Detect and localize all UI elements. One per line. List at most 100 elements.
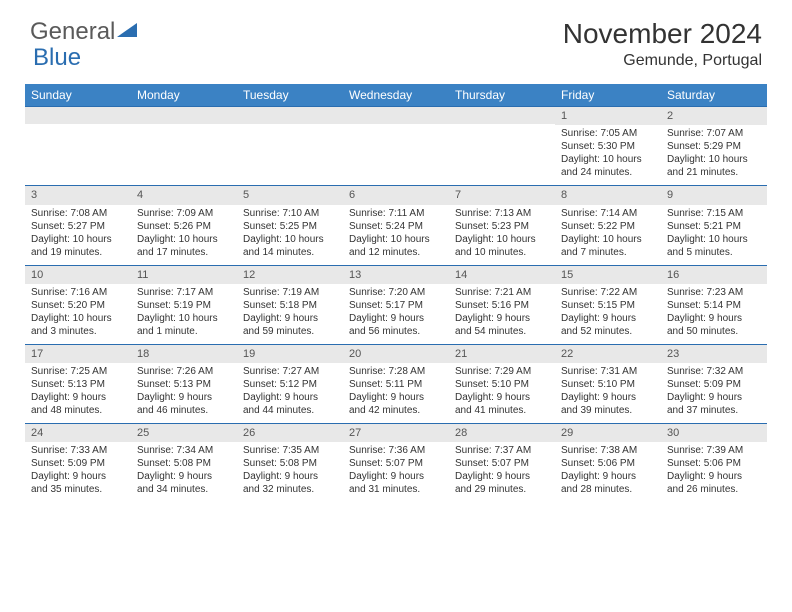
day-number: 24 [25,424,131,442]
day-number: 12 [237,266,343,284]
sunrise-text: Sunrise: 7:14 AM [561,207,655,220]
daylight-text: Daylight: 9 hours and 59 minutes. [243,312,337,338]
calendar-day-cell: 6Sunrise: 7:11 AMSunset: 5:24 PMDaylight… [343,186,449,265]
sunrise-text: Sunrise: 7:13 AM [455,207,549,220]
calendar-day-cell: 24Sunrise: 7:33 AMSunset: 5:09 PMDayligh… [25,424,131,503]
day-body: Sunrise: 7:15 AMSunset: 5:21 PMDaylight:… [661,205,767,265]
daylight-text: Daylight: 9 hours and 50 minutes. [667,312,761,338]
day-number [131,107,237,124]
daylight-text: Daylight: 10 hours and 24 minutes. [561,153,655,179]
calendar-day-cell: 20Sunrise: 7:28 AMSunset: 5:11 PMDayligh… [343,344,449,423]
calendar-day-cell: 28Sunrise: 7:37 AMSunset: 5:07 PMDayligh… [449,424,555,503]
day-body [237,124,343,182]
day-body: Sunrise: 7:26 AMSunset: 5:13 PMDaylight:… [131,363,237,423]
day-number: 21 [449,345,555,363]
weekday-header: Saturday [661,84,767,107]
calendar-week-row: 3Sunrise: 7:08 AMSunset: 5:27 PMDaylight… [25,186,767,265]
calendar-table: SundayMondayTuesdayWednesdayThursdayFrid… [25,84,767,502]
sunset-text: Sunset: 5:17 PM [349,299,443,312]
sunset-text: Sunset: 5:07 PM [455,457,549,470]
daylight-text: Daylight: 9 hours and 44 minutes. [243,391,337,417]
daylight-text: Daylight: 9 hours and 29 minutes. [455,470,549,496]
sunrise-text: Sunrise: 7:27 AM [243,365,337,378]
weekday-header: Tuesday [237,84,343,107]
day-number [343,107,449,124]
calendar-week-row: 17Sunrise: 7:25 AMSunset: 5:13 PMDayligh… [25,344,767,423]
calendar-day-cell: 21Sunrise: 7:29 AMSunset: 5:10 PMDayligh… [449,344,555,423]
day-body: Sunrise: 7:31 AMSunset: 5:10 PMDaylight:… [555,363,661,423]
calendar-day-cell: 8Sunrise: 7:14 AMSunset: 5:22 PMDaylight… [555,186,661,265]
calendar-day-cell: 17Sunrise: 7:25 AMSunset: 5:13 PMDayligh… [25,344,131,423]
sunset-text: Sunset: 5:13 PM [31,378,125,391]
sunrise-text: Sunrise: 7:17 AM [137,286,231,299]
sunset-text: Sunset: 5:18 PM [243,299,337,312]
calendar-day-cell: 18Sunrise: 7:26 AMSunset: 5:13 PMDayligh… [131,344,237,423]
sunset-text: Sunset: 5:06 PM [561,457,655,470]
day-body: Sunrise: 7:13 AMSunset: 5:23 PMDaylight:… [449,205,555,265]
calendar-day-cell [237,107,343,186]
day-body: Sunrise: 7:38 AMSunset: 5:06 PMDaylight:… [555,442,661,502]
calendar-day-cell: 9Sunrise: 7:15 AMSunset: 5:21 PMDaylight… [661,186,767,265]
sunrise-text: Sunrise: 7:33 AM [31,444,125,457]
day-number: 19 [237,345,343,363]
day-body: Sunrise: 7:32 AMSunset: 5:09 PMDaylight:… [661,363,767,423]
sunset-text: Sunset: 5:13 PM [137,378,231,391]
logo-triangle-icon [117,23,137,41]
sunrise-text: Sunrise: 7:29 AM [455,365,549,378]
daylight-text: Daylight: 9 hours and 35 minutes. [31,470,125,496]
sunset-text: Sunset: 5:15 PM [561,299,655,312]
daylight-text: Daylight: 9 hours and 26 minutes. [667,470,761,496]
day-body: Sunrise: 7:11 AMSunset: 5:24 PMDaylight:… [343,205,449,265]
sunset-text: Sunset: 5:08 PM [243,457,337,470]
daylight-text: Daylight: 9 hours and 52 minutes. [561,312,655,338]
calendar-day-cell: 26Sunrise: 7:35 AMSunset: 5:08 PMDayligh… [237,424,343,503]
calendar-day-cell [25,107,131,186]
sunset-text: Sunset: 5:27 PM [31,220,125,233]
sunrise-text: Sunrise: 7:09 AM [137,207,231,220]
weekday-header: Friday [555,84,661,107]
day-number: 20 [343,345,449,363]
sunrise-text: Sunrise: 7:16 AM [31,286,125,299]
day-number: 22 [555,345,661,363]
day-number: 1 [555,107,661,125]
day-number: 28 [449,424,555,442]
sunset-text: Sunset: 5:26 PM [137,220,231,233]
location-label: Gemunde, Portugal [563,52,762,70]
calendar-day-cell: 14Sunrise: 7:21 AMSunset: 5:16 PMDayligh… [449,265,555,344]
calendar-day-cell: 10Sunrise: 7:16 AMSunset: 5:20 PMDayligh… [25,265,131,344]
calendar-week-row: 1Sunrise: 7:05 AMSunset: 5:30 PMDaylight… [25,107,767,186]
sunset-text: Sunset: 5:25 PM [243,220,337,233]
weekday-header: Sunday [25,84,131,107]
sunrise-text: Sunrise: 7:21 AM [455,286,549,299]
calendar-head: SundayMondayTuesdayWednesdayThursdayFrid… [25,84,767,107]
sunset-text: Sunset: 5:19 PM [137,299,231,312]
sunrise-text: Sunrise: 7:19 AM [243,286,337,299]
sunrise-text: Sunrise: 7:38 AM [561,444,655,457]
day-body: Sunrise: 7:29 AMSunset: 5:10 PMDaylight:… [449,363,555,423]
daylight-text: Daylight: 9 hours and 54 minutes. [455,312,549,338]
calendar-week-row: 24Sunrise: 7:33 AMSunset: 5:09 PMDayligh… [25,424,767,503]
sunrise-text: Sunrise: 7:31 AM [561,365,655,378]
sunrise-text: Sunrise: 7:25 AM [31,365,125,378]
sunset-text: Sunset: 5:21 PM [667,220,761,233]
sunrise-text: Sunrise: 7:11 AM [349,207,443,220]
sunrise-text: Sunrise: 7:32 AM [667,365,761,378]
sunset-text: Sunset: 5:12 PM [243,378,337,391]
daylight-text: Daylight: 9 hours and 48 minutes. [31,391,125,417]
calendar-day-cell: 1Sunrise: 7:05 AMSunset: 5:30 PMDaylight… [555,107,661,186]
calendar-day-cell: 30Sunrise: 7:39 AMSunset: 5:06 PMDayligh… [661,424,767,503]
sunrise-text: Sunrise: 7:39 AM [667,444,761,457]
calendar-day-cell: 27Sunrise: 7:36 AMSunset: 5:07 PMDayligh… [343,424,449,503]
day-number [449,107,555,124]
sunset-text: Sunset: 5:07 PM [349,457,443,470]
calendar-day-cell: 2Sunrise: 7:07 AMSunset: 5:29 PMDaylight… [661,107,767,186]
day-number: 2 [661,107,767,125]
day-body: Sunrise: 7:27 AMSunset: 5:12 PMDaylight:… [237,363,343,423]
day-number: 11 [131,266,237,284]
day-number: 25 [131,424,237,442]
weekday-header: Wednesday [343,84,449,107]
daylight-text: Daylight: 10 hours and 3 minutes. [31,312,125,338]
day-body: Sunrise: 7:17 AMSunset: 5:19 PMDaylight:… [131,284,237,344]
calendar-day-cell: 13Sunrise: 7:20 AMSunset: 5:17 PMDayligh… [343,265,449,344]
sunrise-text: Sunrise: 7:15 AM [667,207,761,220]
